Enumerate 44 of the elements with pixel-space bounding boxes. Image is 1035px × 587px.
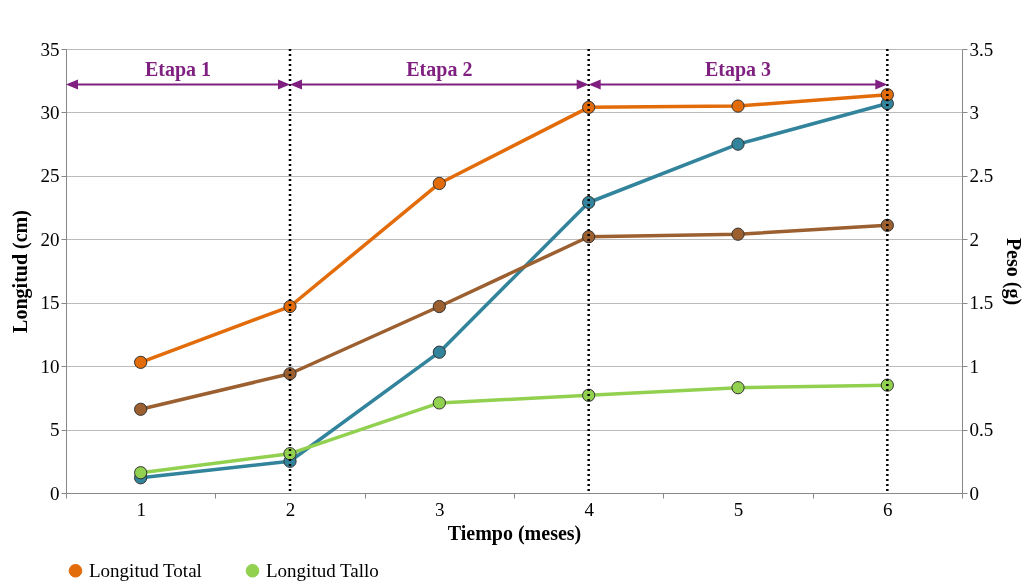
point <box>731 381 745 395</box>
point <box>432 396 446 410</box>
point <box>731 227 745 241</box>
y-tick-label: 25 <box>40 165 60 187</box>
point <box>432 176 446 191</box>
y-tick-label: 15 <box>40 292 60 314</box>
y2-tick-label: 3.5 <box>969 38 994 60</box>
x-tick-label: 5 <box>733 498 744 520</box>
point <box>731 99 745 113</box>
legend-label: Longitud Tallo <box>266 559 379 581</box>
y-tick-label: 35 <box>40 38 60 60</box>
point <box>582 195 596 210</box>
y-tick-label: 20 <box>40 228 60 250</box>
y2-tick-label: 3 <box>969 101 979 123</box>
y2-tick-label: 0.5 <box>969 419 994 441</box>
y2-tick-label: 2 <box>969 228 979 250</box>
y-axis-title: Longitud (cm) <box>8 210 32 333</box>
point <box>134 466 148 480</box>
y-tick-label: 10 <box>40 355 60 377</box>
x-tick-label: 4 <box>584 498 595 520</box>
y2-tick-label: 2.5 <box>969 165 994 187</box>
x-axis-title: Tiempo (meses) <box>447 521 582 545</box>
x-tick-label: 1 <box>136 498 146 520</box>
point <box>731 137 745 151</box>
y2-tick-label: 1 <box>969 355 979 377</box>
point <box>432 345 446 359</box>
point <box>134 402 148 416</box>
y2-axis-title: Peso (g) <box>1002 237 1026 306</box>
x-tick-label: 6 <box>883 498 893 520</box>
point <box>582 100 596 114</box>
y-tick-label: 0 <box>50 482 60 504</box>
x-tick-label: 3 <box>435 498 445 520</box>
point <box>134 355 148 369</box>
y-tick-label: 5 <box>50 419 60 441</box>
annotation: Etapa 3 <box>704 57 772 81</box>
y-tick-label: 30 <box>40 101 60 123</box>
point <box>582 230 596 244</box>
y2-tick-label: 1.5 <box>969 292 994 314</box>
y2-tick-label: 0 <box>969 482 979 504</box>
legend-label: Longitud Total <box>89 559 202 581</box>
x-tick-label: 2 <box>285 498 296 520</box>
annotation: Etapa 2 <box>406 57 473 81</box>
annotation: Etapa 1 <box>144 57 212 81</box>
point <box>432 299 446 314</box>
